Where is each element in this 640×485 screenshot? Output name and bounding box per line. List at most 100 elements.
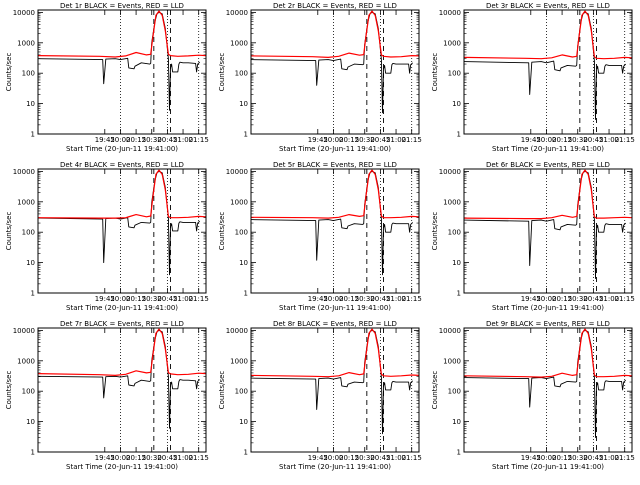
x-axis-label: Start Time (20-Jun-11 19:41:00) [66, 145, 178, 153]
x-tick-label: 20:00 [110, 295, 130, 303]
plot-frame [463, 168, 633, 294]
y-tick-label: 100 [235, 229, 248, 237]
y-tick-label: 10000 [439, 168, 461, 176]
x-tick-label: 19:45 [308, 454, 328, 462]
x-tick-label: 20:00 [323, 454, 343, 462]
y-tick-label: 100 [22, 229, 35, 237]
lld-series-line [251, 10, 419, 59]
y-tick-label: 100 [448, 229, 461, 237]
x-tick-label: 20:30 [355, 295, 375, 303]
x-tick-label: 20:00 [323, 295, 343, 303]
x-axis-label: Start Time (20-Jun-11 19:41:00) [492, 145, 604, 153]
x-tick-label: 21:15 [402, 295, 422, 303]
x-tick-label: 20:30 [568, 136, 588, 144]
y-tick-label: 10000 [13, 9, 35, 17]
y-tick-label: 1 [31, 449, 35, 457]
y-tick-label: 100 [235, 388, 248, 396]
y-tick-label: 100 [22, 70, 35, 78]
x-tick-label: 21:15 [615, 136, 635, 144]
plot-frame [250, 9, 420, 135]
lld-series-line [38, 328, 206, 376]
plot-panel: Det 8r BLACK = Events, RED = LLD Counts/s… [218, 320, 422, 471]
y-tick-label: 10 [239, 100, 248, 108]
plot-title: Det 8r BLACK = Events, RED = LLD [273, 320, 397, 328]
x-tick-label: 20:30 [568, 454, 588, 462]
plot-title: Det 6r BLACK = Events, RED = LLD [486, 161, 610, 169]
y-tick-label: 10 [452, 418, 461, 426]
x-tick-label: 20:00 [536, 454, 556, 462]
x-tick-label: 20:30 [142, 454, 162, 462]
y-tick-label: 1 [244, 449, 248, 457]
lld-series-line [464, 10, 632, 60]
events-series-line [38, 329, 201, 429]
y-axis-label: Counts/sec [218, 371, 226, 410]
x-axis-label: Start Time (20-Jun-11 19:41:00) [492, 304, 604, 312]
y-tick-label: 100 [22, 388, 35, 396]
y-tick-label: 10000 [226, 327, 248, 335]
x-tick-label: 20:15 [126, 295, 146, 303]
events-series-line [251, 11, 414, 114]
plot-title: Det 5r BLACK = Events, RED = LLD [273, 161, 397, 169]
x-tick-label: 20:45 [583, 136, 603, 144]
y-axis-label: Counts/sec [5, 371, 13, 410]
plot-panel: Det 2r BLACK = Events, RED = LLD Counts/s… [218, 2, 422, 153]
x-tick-label: 20:45 [157, 295, 177, 303]
events-series-line [251, 329, 414, 435]
x-tick-label: 21:15 [615, 295, 635, 303]
y-tick-label: 100 [235, 70, 248, 78]
x-tick-label: 20:15 [552, 454, 572, 462]
x-tick-label: 20:45 [370, 136, 390, 144]
y-tick-label: 10 [26, 259, 35, 267]
x-tick-label: 20:15 [339, 136, 359, 144]
lld-series-line [38, 169, 206, 219]
plot-panel: Det 5r BLACK = Events, RED = LLD Counts/s… [218, 161, 422, 312]
y-tick-label: 10 [452, 259, 461, 267]
plot-panel: Det 4r BLACK = Events, RED = LLD Counts/s… [5, 161, 209, 312]
x-tick-label: 21:15 [615, 454, 635, 462]
x-tick-label: 21:00 [599, 136, 619, 144]
plot-panel: Det 3r BLACK = Events, RED = LLD Counts/s… [431, 2, 635, 153]
lld-series-line [38, 10, 206, 58]
y-tick-label: 1 [31, 131, 35, 139]
y-axis-label: Counts/sec [431, 371, 439, 410]
plot-frame [37, 168, 207, 294]
y-tick-label: 1000 [17, 198, 35, 206]
x-tick-label: 19:45 [95, 136, 115, 144]
events-series-line [38, 170, 201, 276]
y-tick-label: 1 [31, 290, 35, 298]
x-tick-label: 19:45 [95, 295, 115, 303]
x-axis-label: Start Time (20-Jun-11 19:41:00) [279, 145, 391, 153]
y-tick-label: 10000 [226, 168, 248, 176]
x-tick-label: 21:00 [173, 295, 193, 303]
plot-frame [463, 327, 633, 453]
y-tick-label: 10 [239, 259, 248, 267]
y-tick-label: 1 [457, 131, 461, 139]
x-axis-label: Start Time (20-Jun-11 19:41:00) [492, 463, 604, 471]
x-tick-label: 21:00 [386, 295, 406, 303]
plot-title: Det 4r BLACK = Events, RED = LLD [60, 161, 184, 169]
y-tick-label: 1000 [230, 357, 248, 365]
x-tick-label: 20:30 [355, 454, 375, 462]
y-tick-label: 10000 [13, 168, 35, 176]
x-tick-label: 21:15 [402, 136, 422, 144]
plot-panel: Det 1r BLACK = Events, RED = LLD Counts/s… [5, 2, 209, 153]
x-tick-label: 20:45 [370, 295, 390, 303]
events-series-line [464, 11, 627, 120]
lld-series-line [464, 169, 632, 220]
x-tick-label: 20:45 [583, 295, 603, 303]
x-tick-label: 20:45 [583, 454, 603, 462]
x-tick-label: 20:30 [355, 136, 375, 144]
x-tick-label: 19:45 [521, 454, 541, 462]
plot-panel: Det 9r BLACK = Events, RED = LLD Counts/s… [431, 320, 635, 471]
plot-title: Det 7r BLACK = Events, RED = LLD [60, 320, 184, 328]
y-axis-label: Counts/sec [218, 53, 226, 92]
x-tick-label: 21:00 [599, 295, 619, 303]
lld-series-line [464, 328, 632, 378]
y-tick-label: 1000 [230, 198, 248, 206]
events-series-line [251, 170, 414, 276]
x-tick-label: 20:30 [568, 295, 588, 303]
x-tick-label: 20:30 [142, 136, 162, 144]
x-tick-label: 19:45 [308, 136, 328, 144]
x-tick-label: 21:00 [173, 454, 193, 462]
